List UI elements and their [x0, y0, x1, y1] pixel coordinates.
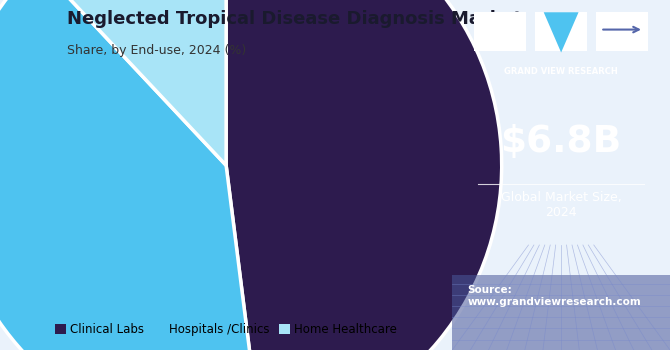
- Text: Neglected Tropical Disease Diagnosis Market: Neglected Tropical Disease Diagnosis Mar…: [68, 10, 523, 28]
- FancyBboxPatch shape: [535, 12, 587, 51]
- Wedge shape: [38, 0, 226, 165]
- Wedge shape: [226, 0, 502, 350]
- Text: Source:
www.grandviewresearch.com: Source: www.grandviewresearch.com: [468, 285, 641, 307]
- Text: Share, by End-use, 2024 (%): Share, by End-use, 2024 (%): [68, 44, 247, 57]
- FancyBboxPatch shape: [474, 12, 527, 51]
- Legend: Clinical Labs, Hospitals /Clinics, Home Healthcare: Clinical Labs, Hospitals /Clinics, Home …: [50, 318, 402, 341]
- Polygon shape: [544, 12, 579, 52]
- Wedge shape: [0, 0, 261, 350]
- Text: GRAND VIEW RESEARCH: GRAND VIEW RESEARCH: [505, 66, 618, 76]
- FancyBboxPatch shape: [452, 275, 670, 350]
- FancyBboxPatch shape: [596, 12, 649, 51]
- Text: $6.8B: $6.8B: [500, 124, 622, 160]
- Text: Global Market Size,
2024: Global Market Size, 2024: [500, 191, 622, 219]
